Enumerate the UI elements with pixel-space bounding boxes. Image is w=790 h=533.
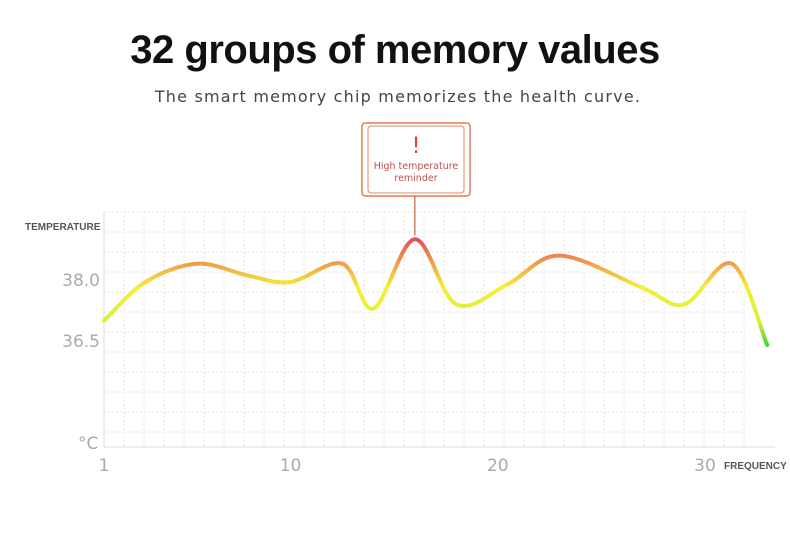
- callout-text-line1: High temperature: [374, 161, 459, 172]
- temperature-series-line: [102, 237, 770, 348]
- warning-icon: !: [412, 134, 421, 159]
- page-title: 32 groups of memory values: [130, 28, 660, 72]
- callout-box: [361, 122, 471, 197]
- chart-series: [102, 237, 770, 348]
- chart-axes: [103, 212, 775, 448]
- x-tick-label: 30: [694, 456, 716, 476]
- page-subtitle: The smart memory chip memorizes the heal…: [154, 87, 642, 106]
- y-tick-label: 36.5: [62, 332, 100, 352]
- x-tick-label: 10: [280, 456, 302, 476]
- chart-labels: TEMPERATURE FREQUENCY °C 38.0 36.5 1 10 20 30: [25, 222, 787, 476]
- x-tick-label: 20: [487, 456, 509, 476]
- callout-text-line2: reminder: [394, 173, 437, 184]
- chart-grid: [103, 211, 745, 447]
- y-unit-label: °C: [78, 434, 98, 454]
- x-axis-title: FREQUENCY: [724, 461, 787, 472]
- callout-box-inner: [367, 125, 465, 194]
- y-axis-title: TEMPERATURE: [25, 222, 101, 233]
- x-tick-label: 1: [99, 456, 110, 476]
- y-tick-label: 38.0: [62, 271, 100, 291]
